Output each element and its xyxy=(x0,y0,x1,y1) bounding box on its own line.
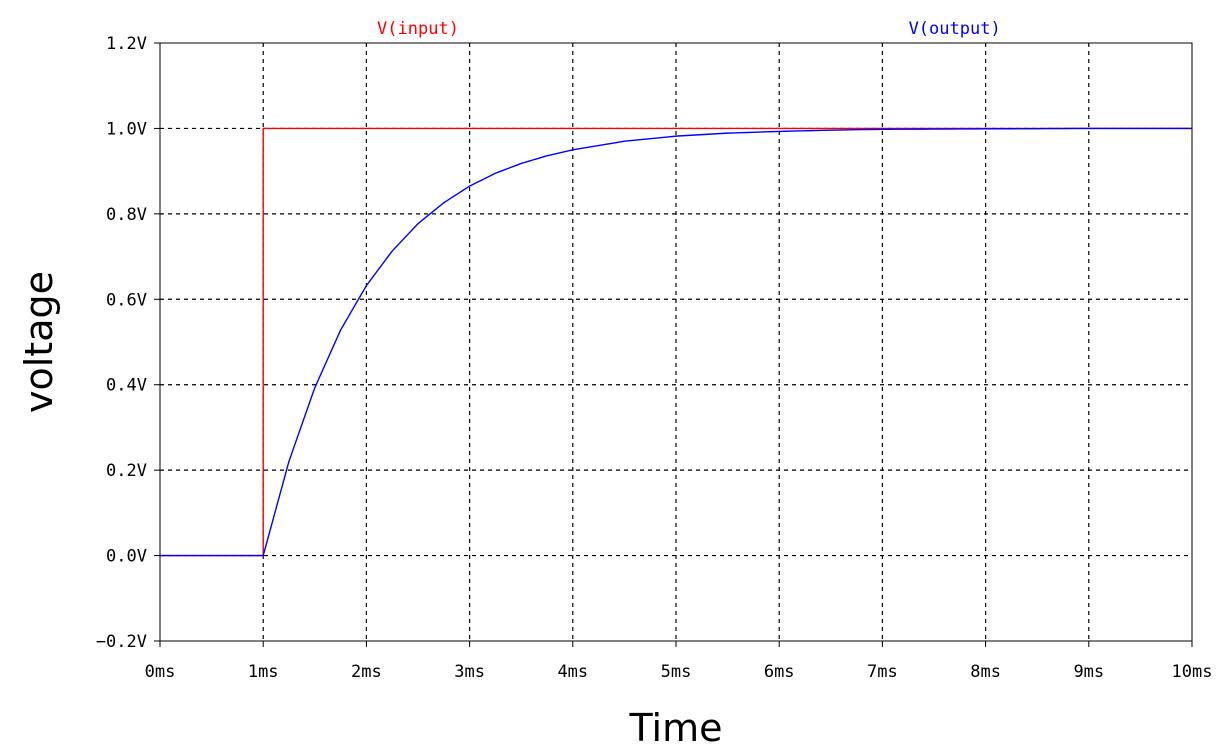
x-tick-label: 3ms xyxy=(454,662,485,682)
x-tick-label: 2ms xyxy=(351,662,382,682)
legend-label: V(input) xyxy=(377,19,459,39)
y-tick-label: 0.6V xyxy=(106,290,147,310)
y-tick-label: 0.2V xyxy=(106,461,147,481)
y-axis-title: voltage xyxy=(17,271,61,413)
y-tick-label: 1.0V xyxy=(106,119,147,139)
x-tick-label: 5ms xyxy=(661,662,692,682)
legend: V(input) V(output) xyxy=(377,19,1001,39)
x-tick-label: 1ms xyxy=(248,662,279,682)
x-axis-title: Time xyxy=(629,706,723,746)
ticks: 0ms 1ms 2ms 3ms 4ms 5ms 6ms 7ms 8ms 9ms 10ms −0.2V 0… xyxy=(96,34,1213,682)
x-tick-label: 4ms xyxy=(557,662,588,682)
x-tick-label: 8ms xyxy=(970,662,1001,682)
x-tick-label: 0ms xyxy=(145,662,176,682)
y-tick-label: 0.8V xyxy=(106,205,147,225)
x-tick-label: 7ms xyxy=(867,662,898,682)
x-tick-label: 9ms xyxy=(1073,662,1104,682)
series-layer xyxy=(160,127,1192,557)
x-tick-label: 10ms xyxy=(1172,662,1213,682)
y-tick-label: 0.0V xyxy=(106,547,147,567)
y-tick-label: 0.4V xyxy=(106,376,147,396)
y-tick-label: 1.2V xyxy=(106,34,147,54)
x-tick-label: 6ms xyxy=(764,662,795,682)
legend-label: V(output) xyxy=(909,19,1001,39)
series-line-output xyxy=(160,127,1192,557)
y-tick-label: −0.2V xyxy=(96,632,147,652)
grid xyxy=(160,43,1192,641)
